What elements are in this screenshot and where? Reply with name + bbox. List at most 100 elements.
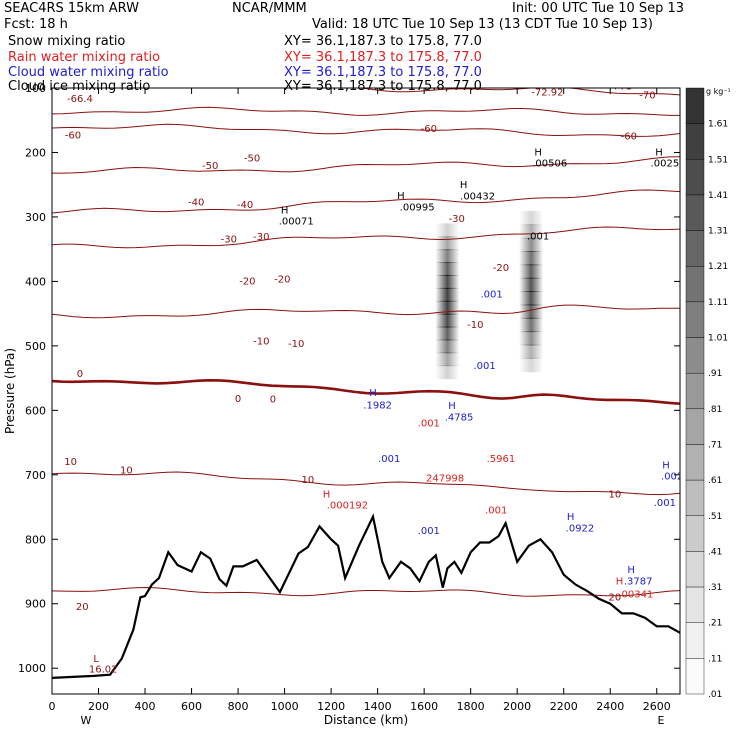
colorbar-swatch — [685, 622, 705, 659]
colorbar-swatch — [685, 87, 705, 124]
isotherm-label: +73 — [611, 81, 632, 92]
legend-snow-xy: XY= 36.1,187.3 to 175.8, 77.0 — [284, 34, 482, 49]
y-tick-label: 1000 — [18, 662, 46, 675]
ice-column-band — [435, 339, 460, 354]
forecast-hour: Fcst: 18 h — [4, 17, 68, 32]
isotherm-label: -40 — [188, 197, 204, 208]
colorbar-label: .01 — [708, 690, 722, 700]
y-tick-label: 100 — [25, 82, 46, 95]
point-label: .000192 — [327, 500, 368, 511]
point-label: H — [323, 489, 331, 500]
isotherm-label: -60 — [421, 124, 437, 135]
west-endpoint-label: W — [81, 714, 92, 727]
colorbar-label: .61 — [708, 476, 722, 486]
isotherm-label: -30 — [221, 235, 237, 246]
colorbar-swatch — [685, 194, 705, 231]
point-label: H — [616, 576, 624, 587]
point-label: .001 — [480, 290, 502, 301]
x-tick-label: 1000 — [271, 700, 299, 713]
isotherm-label: -72.92 — [531, 88, 563, 99]
isotherm-label: 10 — [609, 489, 622, 500]
institution-label: NCAR/MMM — [232, 1, 307, 16]
y-axis-title: Pressure (hPa) — [3, 348, 17, 434]
colorbar-unit: g kg⁻¹ — [706, 87, 731, 96]
isotherm-label: -70 — [639, 90, 655, 101]
point-label: .5961 — [487, 454, 516, 465]
isotherm-label: -50 — [202, 161, 218, 172]
isotherm-label: -30 — [449, 214, 465, 225]
init-time: Init: 00 UTC Tue 10 Sep 13 — [512, 1, 685, 16]
ice-column-band — [519, 304, 544, 319]
colorbar-swatch — [685, 230, 705, 267]
ice-column-band — [435, 365, 460, 380]
point-label: .00995 — [400, 202, 435, 213]
isotherm-line — [52, 123, 680, 137]
colorbar-label: 1.21 — [708, 262, 728, 272]
y-tick-label: 600 — [25, 404, 46, 417]
ice-column-band — [435, 378, 459, 392]
isotherm-label: -20 — [274, 275, 290, 286]
isotherm-label: 10 — [301, 475, 314, 486]
colorbar-swatch — [685, 515, 705, 552]
x-tick-label: 1400 — [364, 700, 392, 713]
ice-column-band — [519, 251, 544, 266]
ice-column-band — [519, 277, 544, 293]
colorbar-label: .51 — [708, 512, 722, 522]
colorbar-swatch — [685, 658, 705, 695]
ice-column-band — [519, 264, 544, 279]
ice-column-band — [519, 371, 543, 385]
ice-column-band — [435, 262, 460, 276]
colorbar-swatch — [685, 408, 705, 445]
point-label: 247998 — [426, 473, 464, 484]
x-tick-label: 2000 — [503, 700, 531, 713]
isotherm-label: -20 — [239, 277, 255, 288]
point-label: .4785 — [445, 413, 474, 424]
terrain-line — [52, 513, 680, 679]
y-tick-label: 800 — [25, 533, 46, 546]
legend-rain-label: Rain water mixing ratio — [8, 50, 161, 65]
ice-column-band — [435, 287, 460, 302]
y-tick-label: 400 — [25, 275, 46, 288]
isotherm-line — [52, 156, 680, 174]
ice-column-band — [519, 210, 544, 226]
y-tick-label: 900 — [25, 598, 46, 611]
ice-column-band — [435, 223, 460, 238]
y-tick-label: 300 — [25, 211, 46, 224]
colorbar-label: .81 — [708, 405, 722, 415]
isotherm-label: -66.4 — [67, 94, 93, 105]
isotherm-line — [52, 226, 680, 249]
ice-column-band — [519, 198, 543, 212]
colorbar-label: .91 — [708, 369, 722, 379]
x-tick-label: 200 — [88, 700, 109, 713]
point-label: .00432 — [460, 192, 495, 203]
point-label: H — [534, 148, 542, 159]
isotherm-label: -40 — [237, 200, 253, 211]
ice-column-1 — [519, 198, 544, 385]
ice-column-0 — [435, 223, 460, 392]
ice-column-band — [435, 249, 460, 264]
isotherm-label: 0 — [270, 395, 276, 406]
valid-time: Valid: 18 UTC Tue 10 Sep 13 (13 CDT Tue … — [312, 17, 653, 32]
point-label: .00341 — [618, 589, 653, 600]
isotherm-line — [52, 304, 680, 319]
point-label: H — [281, 206, 289, 217]
plot-frame — [51, 87, 681, 695]
x-tick-label: 1800 — [457, 700, 485, 713]
x-axis-title: Distance (km) — [324, 713, 408, 727]
isotherm-line — [52, 189, 680, 214]
legend-cloudice-label: Cloud ice mixing ratio — [8, 79, 151, 94]
legend-cloudwater-label: Cloud water mixing ratio — [8, 65, 169, 80]
y-tick-label: 500 — [25, 340, 46, 353]
ice-column-band — [435, 274, 460, 289]
plot-area: -66.4 -72.92 +73 -70 -60 -60 -60 -50 -50 -40 -40 -3… — [52, 81, 680, 679]
isotherm-label: 20 — [609, 593, 622, 604]
x-tick-label: 0 — [49, 700, 56, 713]
point-label: H — [662, 460, 670, 471]
colorbar-label: 1.41 — [708, 191, 728, 201]
x-tick-label: 1200 — [317, 700, 345, 713]
isotherm-line — [52, 378, 680, 405]
colorbar-swatch — [685, 586, 705, 623]
point-label: .001 — [378, 454, 400, 465]
colorbar-label: .71 — [708, 440, 722, 450]
